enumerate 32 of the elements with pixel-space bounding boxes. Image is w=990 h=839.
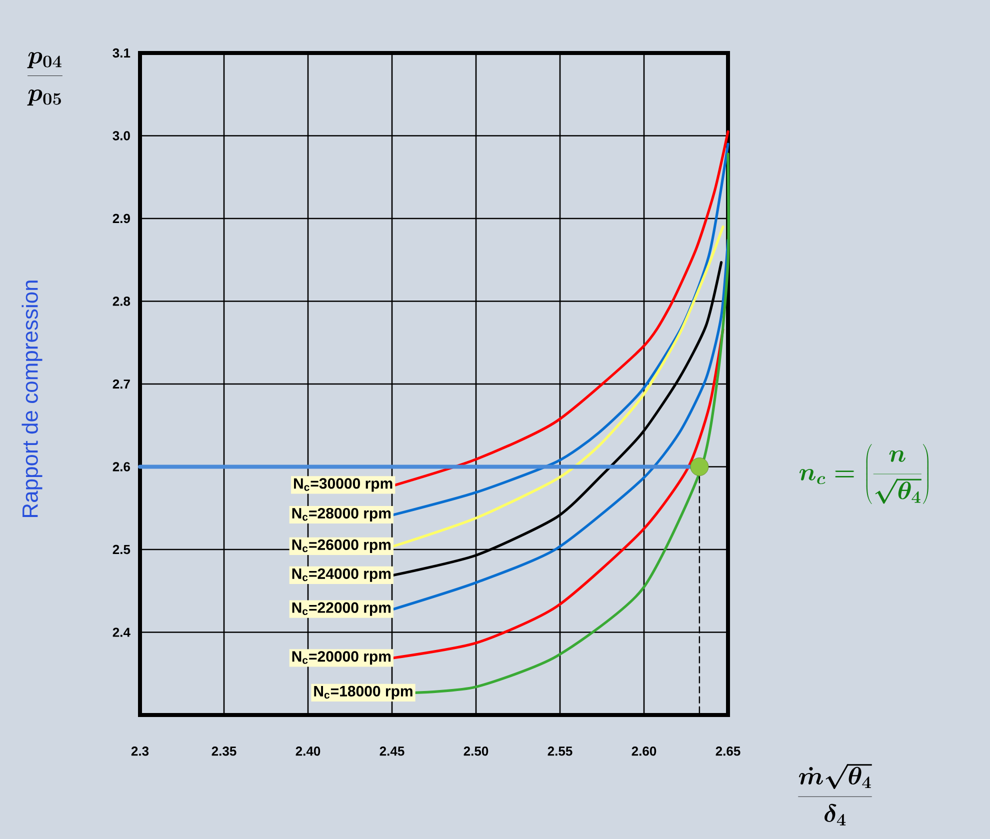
y-tick-label: 2.7 [112, 379, 130, 389]
y-tick-label: 3.1 [112, 48, 130, 58]
y-tick-label: 2.9 [112, 214, 130, 224]
series-label: N$_{c}$=18000 rpm [314, 686, 412, 700]
line-series [392, 328, 724, 660]
line-series [392, 261, 723, 576]
y-tick-label: 2.8 [112, 296, 130, 306]
text: $\frac{\dot{m}\sqrt{\theta_4}}{\delta_4}$ [798, 764, 872, 826]
x-tick-label: 2.35 [212, 746, 236, 756]
series-label: N$_{c}$=28000 rpm [292, 508, 391, 522]
x-tick-label: 2.45 [380, 746, 404, 756]
line-series [414, 152, 730, 694]
series-label: N$_{c}$=30000 rpm [294, 478, 392, 492]
line-series [392, 225, 724, 548]
text: $\frac{p_{04}}{p_{05}}$ [27, 52, 62, 106]
y-tick-label: 2.5 [112, 544, 130, 554]
x-tick-label: 2.40 [296, 746, 320, 756]
x-tick-label: 2.60 [632, 746, 656, 756]
series-label: N$_{c}$=22000 rpm [292, 602, 391, 616]
series-label: N$_{c}$=26000 rpm [292, 539, 391, 553]
y-axis-title: Rapport de compression [22, 280, 42, 518]
text: $n_c=\left(\frac{n}{\sqrt{\theta_4}}\right)$ [799, 444, 928, 504]
line-series [392, 238, 730, 610]
x-tick-label: 2.50 [464, 746, 488, 756]
x-tick-label: 2.55 [548, 746, 572, 756]
x-tick-label: 2.65 [716, 746, 740, 756]
y-tick-label: 2.6 [112, 462, 130, 472]
y-tick-label: 3.0 [112, 131, 130, 140]
x-tick-label: 2.3 [131, 746, 149, 756]
series-label: N$_{c}$=24000 rpm [292, 568, 391, 582]
y-tick-label: 2.4 [112, 628, 130, 637]
series-label: N$_{c}$=20000 rpm [292, 651, 391, 665]
